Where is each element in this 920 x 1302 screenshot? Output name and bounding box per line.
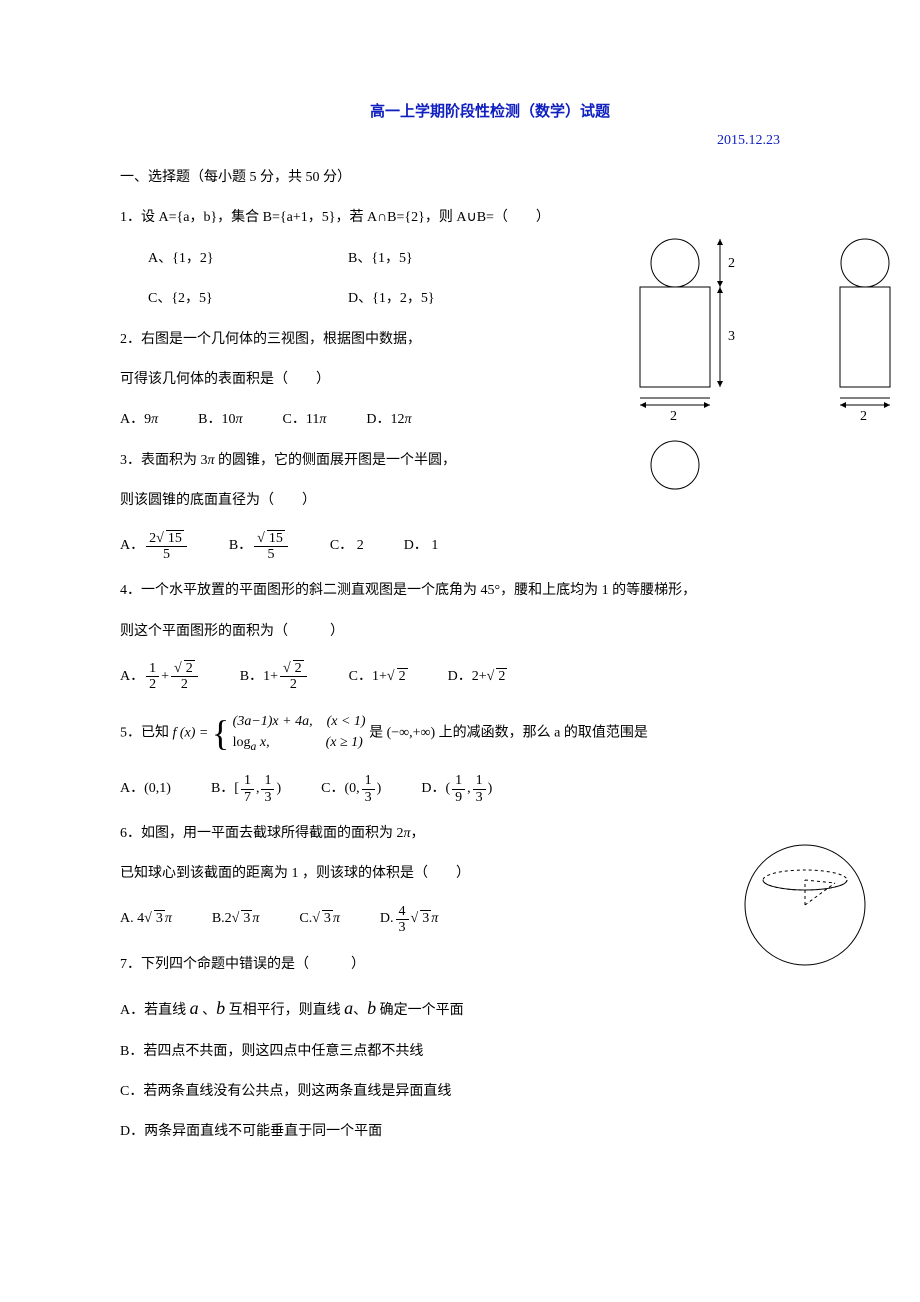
q7-opt-A: A．若直线 a 、b 互相平行，则直线 a、b 确定一个平面: [120, 994, 860, 1023]
q5-opts: A．(0,1) B． [17,13) C． (0,13) D． (19,13): [120, 773, 860, 805]
page-title: 高一上学期阶段性检测（数学）试题: [120, 100, 860, 121]
q3-opt-C: C． 2: [330, 535, 364, 557]
q1-opt-B: B、{1，5}: [348, 248, 413, 270]
three-view-diagram: 2 3 2 2: [620, 235, 920, 500]
q4-opts: A． 12 + √22 B． 1+ √22 C． 1+√2 D． 2+√2: [120, 661, 860, 693]
q5-opt-A: A．(0,1): [120, 778, 171, 800]
q1-opt-C: C、{2，5}: [148, 288, 308, 310]
q7-opt-C: C．若两条直线没有公共点，则这两条直线是异面直线: [120, 1081, 860, 1103]
q4-opt-C: C． 1+√2: [349, 666, 408, 688]
q3-opt-D: D． 1: [404, 535, 439, 557]
q3-opt-B: B． √15 5: [229, 531, 290, 563]
q6-opt-B: B.2√3π: [212, 908, 260, 930]
dim-2: 2: [728, 256, 735, 271]
q3-l1a: 3．表面积为 3: [120, 453, 208, 468]
q1-stem: 1．设 A={a，b}，集合 B={a+1，5}，若 A∩B={2}，则 A∪B…: [120, 207, 860, 229]
q1-opt-A: A、{1，2}: [148, 248, 308, 270]
q4-line1: 4．一个水平放置的平面图形的斜二测直观图是一个底角为 45°，腰和上底均为 1 …: [120, 580, 860, 602]
pi-icon: π: [208, 453, 215, 468]
q3-l1b: 的圆锥，它的侧面展开图是一个半圆，: [215, 453, 457, 468]
q6-opt-C: C.√3π: [299, 908, 340, 930]
sphere-diagram: [730, 835, 880, 980]
q2-opt-D: D．12π: [366, 409, 411, 431]
q3-opt-A: A． 2√15 5: [120, 531, 189, 563]
q1-opt-D: D、{1，2，5}: [348, 288, 435, 310]
q7-opt-D: D．两条异面直线不可能垂直于同一个平面: [120, 1121, 860, 1143]
q6-opt-A: A. 4√3π: [120, 908, 172, 930]
q5-opt-D: D． (19,13): [421, 773, 492, 805]
q5-stem: 5．已知 f (x) = { (3a−1)x + 4a, (x < 1) log…: [120, 711, 860, 755]
date: 2015.12.23: [120, 133, 860, 149]
q5-opt-C: C． (0,13): [321, 773, 381, 805]
q3-opts: A． 2√15 5 B． √15 5 C． 2 D． 1: [120, 531, 860, 563]
dim-w2b: 2: [860, 409, 867, 424]
q4-opt-B: B． 1+ √22: [240, 661, 309, 693]
q4-opt-A: A． 12 + √22: [120, 661, 200, 693]
q7-opt-B: B．若四点不共面，则这四点中任意三点都不共线: [120, 1041, 860, 1063]
q2-opt-B: B．10π: [198, 409, 242, 431]
section-heading: 一、选择题（每小题 5 分，共 50 分）: [120, 167, 860, 189]
q4-opt-D: D． 2+√2: [448, 666, 508, 688]
q5-opt-B: B． [17,13): [211, 773, 281, 805]
q2-opt-A: A．9π: [120, 409, 158, 431]
q4-line2: 则这个平面图形的面积为（ ）: [120, 621, 860, 643]
dim-w2a: 2: [670, 409, 677, 424]
q6-opt-D: D.43√3π: [380, 904, 438, 936]
q2-opt-C: C．11π: [283, 409, 327, 431]
three-view-svg: 2 3 2 2: [620, 235, 920, 495]
dim-3: 3: [728, 329, 735, 344]
